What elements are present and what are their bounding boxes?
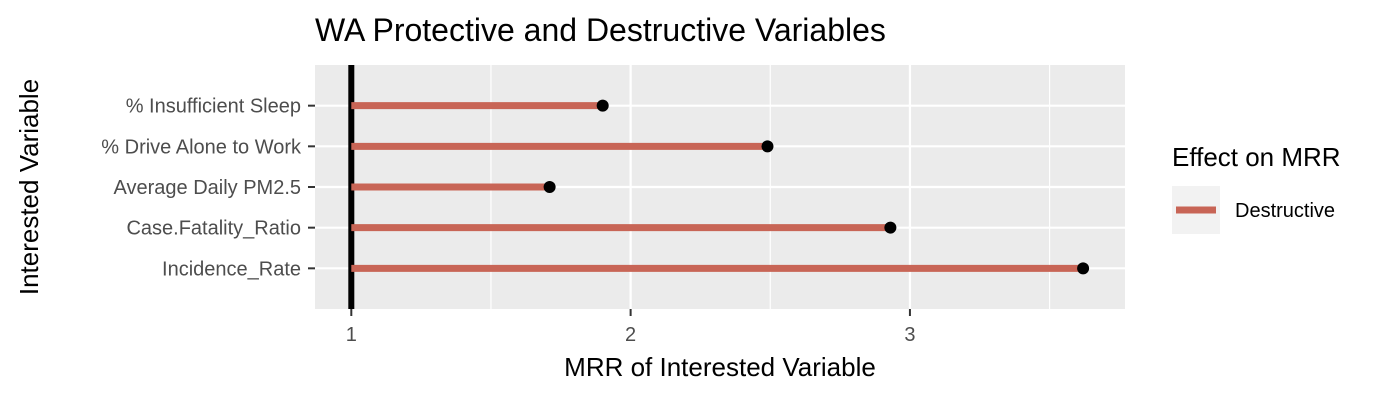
- points-group: [543, 99, 1090, 275]
- legend: Effect on MRR Destructive: [1172, 142, 1341, 234]
- x-tick-label-3: 3: [904, 324, 915, 346]
- x-axis-title: MRR of Interested Variable: [564, 352, 876, 382]
- y-tick-label-1: % Drive Alone to Work: [101, 136, 302, 158]
- legend-title: Effect on MRR: [1172, 142, 1341, 172]
- segments-group: [351, 102, 1084, 272]
- chart-title: WA Protective and Destructive Variables: [315, 12, 886, 48]
- x-tick-label-2: 2: [625, 324, 636, 346]
- x-tick-label-1: 1: [346, 324, 357, 346]
- point-4: [1077, 262, 1090, 275]
- x-axis: 1 2 3: [346, 309, 915, 346]
- y-tick-label-2: Average Daily PM2.5: [114, 177, 302, 199]
- y-axis-title: Interested Variable: [14, 79, 44, 295]
- y-tick-label-3: Case.Fatality_Ratio: [126, 218, 301, 240]
- y-tick-label-0: % Insufficient Sleep: [126, 96, 301, 118]
- point-1: [761, 140, 774, 153]
- y-axis: % Insufficient Sleep % Drive Alone to Wor…: [101, 96, 315, 280]
- point-0: [596, 99, 609, 112]
- point-2: [543, 181, 556, 193]
- point-3: [884, 221, 897, 234]
- legend-label-destructive: Destructive: [1235, 200, 1335, 222]
- y-tick-label-4: Incidence_Rate: [162, 258, 301, 280]
